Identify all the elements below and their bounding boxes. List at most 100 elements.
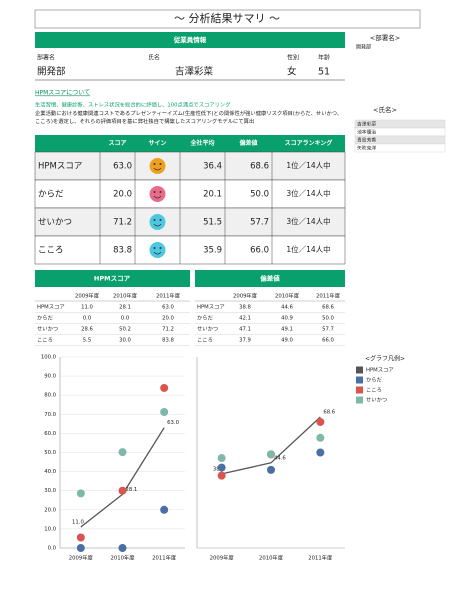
data-label: 63.0 <box>167 420 179 426</box>
ranking: 1位／14人中 <box>286 244 330 254</box>
history-value: 57.7 <box>322 327 334 333</box>
row-label: こころ <box>37 337 53 344</box>
x-tick-label: 2010年度 <box>110 554 135 562</box>
field-label: 部署名 <box>37 54 55 62</box>
table-header-bg <box>35 135 345 152</box>
score: 71.2 <box>113 218 132 228</box>
row-label: せいかつ <box>38 218 72 228</box>
deviation: 66.0 <box>250 246 269 256</box>
field-label: 氏名 <box>148 54 160 62</box>
history-value: 38.8 <box>239 305 251 311</box>
row-label: せいかつ <box>197 326 218 333</box>
y-tick-label: 100.0 <box>41 355 57 361</box>
average: 36.4 <box>203 162 222 172</box>
score: 83.8 <box>113 246 132 256</box>
table-header: サイン <box>148 140 166 147</box>
y-tick-label: 40.0 <box>44 469 56 475</box>
point <box>160 505 169 514</box>
about-detail: 企業活動における健康関連コストであるプレゼンティーイズム(生産性低下)との関係性… <box>35 111 343 125</box>
legend-entry: からだ <box>366 377 383 384</box>
field-label: 性別 <box>287 54 299 62</box>
name-item: 青島芳香 <box>357 137 376 144</box>
point <box>267 465 275 474</box>
history-value: 83.8 <box>162 338 174 344</box>
history-value: 28.6 <box>81 327 93 333</box>
section-title: HPMスコア <box>94 275 131 283</box>
point <box>316 448 325 457</box>
year-header: 2009年度 <box>75 292 100 300</box>
row-label: からだ <box>38 190 64 200</box>
section-title: 従業員情報 <box>173 35 207 44</box>
year-header: 2010年度 <box>275 292 300 300</box>
y-tick-label: 30.0 <box>44 488 56 494</box>
year-header: 2009年度 <box>233 292 258 300</box>
table-row <box>34 151 346 181</box>
point <box>267 450 275 459</box>
score: 20.0 <box>113 190 132 200</box>
point <box>76 489 85 498</box>
sign-eye <box>153 219 156 221</box>
point <box>316 417 325 426</box>
sign-face <box>149 158 166 174</box>
ranking: 1位／14人中 <box>286 160 330 170</box>
sign-eye <box>153 191 156 193</box>
history-value: 63.0 <box>162 305 174 311</box>
table-header: 偏差値 <box>239 139 257 147</box>
history-value: 11.0 <box>81 305 93 311</box>
history-value: 37.9 <box>239 338 251 344</box>
about-link[interactable]: HPMスコアについて <box>35 90 90 97</box>
point <box>217 471 226 480</box>
sign-eye <box>159 191 162 193</box>
y-tick-label: 10.0 <box>44 526 56 532</box>
y-tick-label: 50.0 <box>44 450 56 456</box>
ranking: 3位／14人中 <box>286 188 330 198</box>
point <box>118 544 127 552</box>
ranking: 3位／14人中 <box>286 216 330 226</box>
row-label: からだ <box>197 315 214 322</box>
legend-title: <グラフ凡例> <box>365 355 405 363</box>
x-tick-label: 2009年度 <box>69 554 94 562</box>
row-label: HPMスコア <box>37 304 65 311</box>
y-tick-label: 20.0 <box>44 507 56 513</box>
history-value: 68.6 <box>322 305 334 311</box>
history-value: 44.6 <box>281 305 293 311</box>
page-title: ～ 分析結果サマリ ～ <box>174 11 280 25</box>
sign-eye <box>159 163 162 165</box>
side-title: <部署名> <box>370 33 400 42</box>
sign-mouth <box>153 251 162 255</box>
history-value: 71.2 <box>162 327 174 333</box>
history-value: 42.1 <box>239 316 251 322</box>
deviation: 68.6 <box>250 162 269 172</box>
sign-mouth <box>153 195 162 199</box>
series-line <box>80 427 165 528</box>
average: 51.5 <box>203 218 222 228</box>
average: 20.1 <box>203 190 222 200</box>
history-value: 0.0 <box>121 316 130 322</box>
legend-swatch <box>356 396 363 404</box>
table-row <box>34 179 346 209</box>
point <box>316 433 325 442</box>
series-line <box>221 416 321 475</box>
point <box>118 486 127 495</box>
sign-mouth <box>153 223 162 227</box>
sign-face <box>149 242 166 258</box>
side-dept: 開発部 <box>356 44 371 51</box>
y-tick-label: 80.0 <box>44 393 56 399</box>
data-label: 28.1 <box>126 487 138 493</box>
sign-eye <box>153 163 156 165</box>
deviation: 57.7 <box>250 218 269 228</box>
table-header: 全社平均 <box>189 139 214 147</box>
legend-entry: せいかつ <box>366 397 387 404</box>
section-bar <box>35 32 345 48</box>
history-value: 30.0 <box>119 338 131 344</box>
y-tick-label: 70.0 <box>44 412 56 418</box>
x-tick-label: 2011年度 <box>308 554 333 562</box>
section-bar <box>35 270 190 287</box>
history-value: 5.5 <box>83 338 91 344</box>
legend-entry: こころ <box>366 387 382 394</box>
history-value: 50.2 <box>119 327 131 333</box>
y-tick-label: 0.0 <box>48 546 57 552</box>
table-header: スコアランキング <box>285 139 333 147</box>
